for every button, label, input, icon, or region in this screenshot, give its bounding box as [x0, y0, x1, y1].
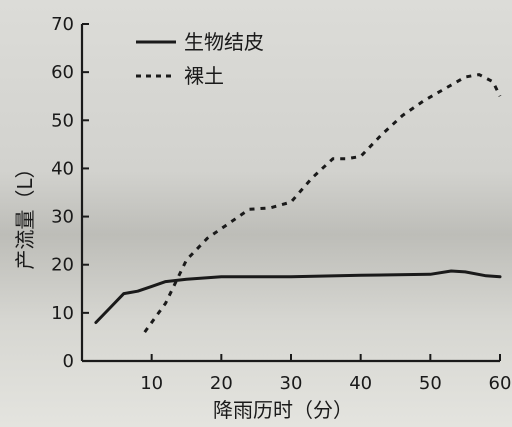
y-tick-label-70: 70: [51, 14, 74, 35]
y-ticks: 0 10 20 30 40 50 60 70: [51, 14, 89, 372]
legend: 生物结皮 裸土: [136, 30, 264, 88]
y-tick-label-20: 20: [51, 255, 74, 276]
x-tick-label-20: 20: [210, 373, 233, 394]
x-tick-label-40: 40: [349, 373, 372, 394]
x-axis-title: 降雨历时（分）: [213, 398, 353, 422]
y-axis-title: 产流量（L）: [13, 158, 37, 269]
x-tick-label-10: 10: [140, 373, 163, 394]
chart-axes: [80, 24, 500, 363]
series-line-0: [94, 269, 502, 324]
legend-label-biocrust: 生物结皮: [184, 30, 264, 54]
y-tick-label-0: 0: [63, 351, 74, 372]
y-tick-label-60: 60: [51, 62, 74, 83]
legend-label-bare-soil: 裸土: [184, 64, 224, 88]
y-tick-label-40: 40: [51, 158, 74, 179]
y-tick-label-50: 50: [51, 110, 74, 131]
x-tick-label-30: 30: [280, 373, 303, 394]
x-tick-label-50: 50: [419, 373, 442, 394]
y-tick-label-30: 30: [51, 207, 74, 228]
series-line-1: [143, 73, 502, 333]
y-tick-label-10: 10: [51, 303, 74, 324]
series-lines: [94, 73, 502, 333]
x-tick-label-60: 60: [489, 373, 512, 394]
x-ticks: 10 20 30 40 50 60: [140, 354, 511, 394]
